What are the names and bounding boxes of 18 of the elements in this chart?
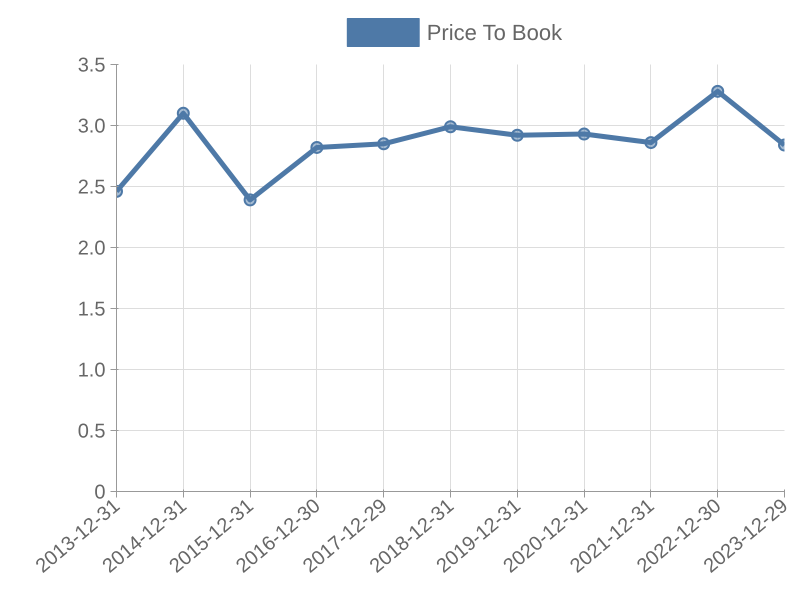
point (711, 84, 724, 98)
legend-label: Price To Book (426, 20, 564, 45)
point (310, 140, 324, 154)
y-tick-label: 0.5 (78, 420, 106, 442)
point (510, 128, 524, 142)
y-tick-label: 0 (94, 482, 106, 504)
y-tick-label: 1.0 (78, 360, 106, 382)
point (444, 120, 457, 134)
y-tick-label: 3.0 (78, 116, 106, 138)
point (176, 106, 190, 120)
y-tick-label: 2.0 (78, 238, 106, 260)
point (644, 136, 658, 150)
point (578, 128, 591, 141)
point (377, 137, 390, 150)
y-tick-label: 2.5 (78, 176, 106, 198)
y-tick-label: 1.5 (78, 298, 106, 320)
y-tick-label: 3.5 (78, 54, 106, 76)
point (244, 193, 257, 206)
